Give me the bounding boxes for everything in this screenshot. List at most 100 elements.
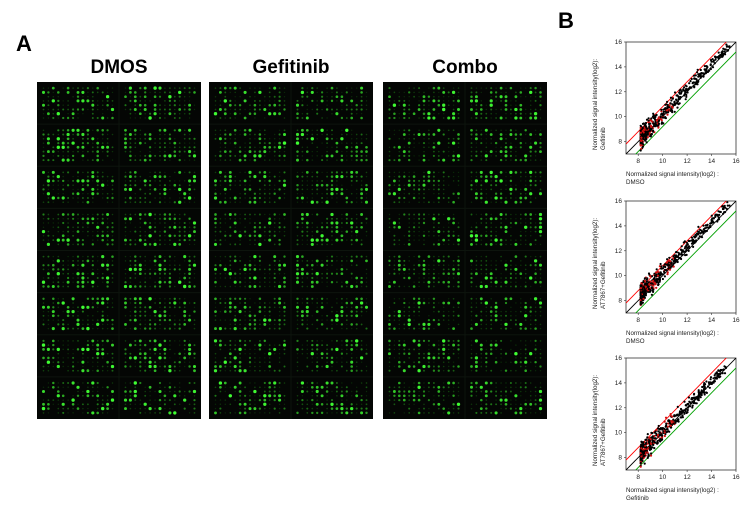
x-axis-label-2b: DMSO: [626, 338, 645, 345]
data-point: [675, 258, 678, 261]
data-point: [643, 450, 646, 453]
data-point: [668, 268, 672, 271]
data-point: [697, 73, 700, 76]
data-point: [692, 245, 695, 248]
data-point: [673, 110, 676, 113]
x-tick-label: 16: [732, 317, 740, 324]
data-point: [708, 382, 711, 385]
data-point: [663, 434, 666, 438]
data-point: [649, 280, 652, 283]
data-point: [708, 386, 711, 389]
x-axis-label-3: Normalized signal intensity(log2) :: [626, 487, 719, 494]
data-point: [689, 80, 692, 83]
data-point: [639, 291, 642, 294]
data-point: [726, 49, 729, 52]
x-tick-label: 8: [636, 317, 640, 324]
data-point: [646, 127, 649, 130]
data-point: [672, 262, 675, 265]
data-point: [719, 368, 722, 372]
data-point: [710, 382, 713, 385]
data-point: [666, 271, 669, 274]
data-point: [640, 147, 643, 150]
data-point: [661, 277, 664, 281]
data-point: [660, 122, 663, 125]
data-point: [722, 368, 725, 371]
data-point: [661, 116, 664, 119]
data-point: [673, 91, 677, 94]
data-point: [674, 421, 677, 424]
data-point: [694, 402, 697, 405]
data-point: [695, 78, 698, 81]
data-point: [643, 277, 646, 280]
data-point: [646, 436, 649, 439]
data-point: [644, 138, 647, 141]
data-point: [710, 60, 713, 63]
data-point: [717, 372, 720, 376]
y-tick-label: 10: [615, 273, 623, 280]
data-point: [692, 401, 695, 404]
data-point: [659, 271, 662, 274]
panel-a-label: A: [16, 31, 32, 56]
data-point: [675, 98, 678, 101]
data-point: [677, 253, 680, 256]
data-point: [661, 436, 664, 439]
data-point: [670, 420, 673, 423]
scatter-plot-1: 8 10 12 14 16 8 10 12 14 16 Normalized signal int…: [588, 36, 746, 186]
data-point: [639, 465, 642, 468]
data-point: [665, 261, 668, 264]
data-point: [714, 215, 717, 218]
data-point: [716, 56, 719, 59]
data-point: [646, 448, 649, 451]
data-point: [660, 265, 663, 268]
data-point: [703, 68, 706, 71]
data-point: [642, 135, 645, 138]
y-axis-label-3: Normalized signal intensity(log2):: [592, 375, 599, 466]
plot-frame: [625, 200, 737, 314]
data-point: [641, 126, 644, 130]
data-point: [717, 369, 720, 372]
data-point: [639, 461, 642, 465]
data-point: [723, 372, 727, 375]
data-point: [640, 447, 643, 450]
data-point: [691, 404, 694, 407]
data-point: [681, 253, 684, 257]
data-point: [666, 113, 669, 116]
data-point: [685, 241, 688, 244]
data-point: [659, 118, 663, 121]
data-point: [655, 113, 658, 117]
y-axis-label-2: Normalized signal intensity(log2):: [592, 218, 599, 309]
data-point: [702, 224, 705, 227]
data-point: [697, 230, 700, 233]
data-point: [709, 64, 712, 67]
data-point: [700, 393, 703, 396]
data-point: [673, 100, 676, 103]
data-point: [703, 382, 706, 385]
data-point: [706, 226, 709, 229]
data-point: [656, 433, 660, 437]
data-point: [726, 204, 729, 207]
data-point: [712, 381, 715, 384]
data-point: [677, 103, 680, 106]
data-point: [702, 389, 705, 393]
data-point: [658, 280, 661, 283]
data-point: [666, 105, 669, 109]
data-point: [684, 245, 687, 248]
data-point: [639, 296, 642, 299]
data-point: [645, 280, 648, 283]
data-point: [648, 129, 652, 132]
data-point: [705, 65, 708, 68]
data-point: [641, 459, 644, 462]
data-point: [643, 447, 646, 451]
data-point: [704, 230, 707, 233]
data-point: [672, 265, 675, 268]
data-point: [699, 72, 702, 75]
data-point: [714, 213, 717, 216]
data-point: [717, 218, 720, 221]
data-point: [685, 244, 688, 247]
data-point: [653, 447, 656, 450]
x-axis-label-2: Normalized signal intensity(log2) :: [626, 330, 719, 337]
data-point: [716, 374, 719, 377]
data-point: [679, 95, 682, 99]
data-point: [648, 131, 651, 134]
data-point: [659, 427, 662, 430]
